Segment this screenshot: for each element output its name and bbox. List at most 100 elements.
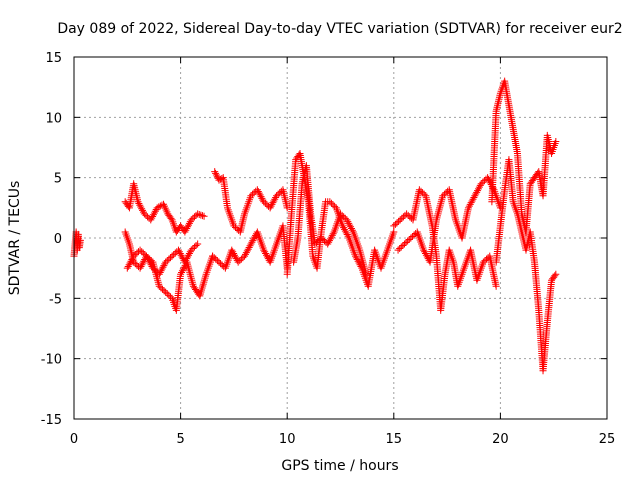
data-point [178,267,186,275]
data-point [314,237,322,245]
data-point [326,198,334,206]
x-tick-label: 25 [599,432,616,447]
data-point [262,250,270,258]
data-point [327,199,335,207]
data-point [410,231,418,239]
data-point [195,210,203,218]
data-point [140,210,148,218]
data-point [134,198,142,206]
data-point [143,254,151,262]
data-point [274,190,282,198]
data-point [165,291,173,299]
data-point [145,257,153,265]
data-point [176,250,184,258]
data-point [404,237,412,245]
data-point [197,211,205,219]
data-point [479,178,487,186]
data-point [236,257,244,265]
data-point [399,213,407,221]
data-point [470,193,478,201]
axis-ticks: 0 5 10 15 20 25 -15 -10 -5 0 5 10 15 [41,51,616,447]
data-point [146,259,154,267]
data-point [276,189,284,197]
data-point [228,246,236,254]
data-point [421,248,429,256]
data-point [192,242,200,250]
chart-title: Day 089 of 2022, Sidereal Day-to-day VTE… [57,21,622,37]
data-point [185,251,193,259]
data-point [166,254,174,262]
data-point [344,218,352,226]
data-point [142,252,150,260]
data-point [153,204,161,212]
data-point [182,226,190,234]
data-point [419,189,427,197]
data-point [329,230,337,238]
data-point [234,258,242,266]
data-point [251,233,259,241]
y-tick-label: -15 [41,413,62,428]
data-point [260,198,268,206]
x-tick-label: 10 [279,432,296,447]
data-point [390,228,398,236]
data-point [124,262,132,270]
data-point [354,257,362,265]
data-point [174,246,182,254]
data-point [163,290,171,298]
data-point [483,255,491,263]
data-point [420,246,428,254]
data-point [247,192,255,200]
data-point [127,257,135,265]
data-point [249,190,257,198]
data-point [200,212,208,220]
y-tick-label: 0 [54,232,62,247]
data-point [485,177,493,185]
data-point [241,250,249,258]
data-points [70,77,560,375]
data-point [242,249,250,257]
data-point [210,254,218,262]
data-point [257,193,265,201]
data-point [162,288,170,296]
data-point [181,228,189,236]
data-point [136,201,144,209]
data-point [135,200,143,208]
data-point [355,259,363,267]
x-tick-label: 15 [386,432,403,447]
data-point [177,251,185,259]
data-point [473,188,481,196]
data-point [159,263,167,271]
data-point [402,239,410,247]
data-point [422,251,430,259]
data-point [157,267,165,275]
data-point [464,204,472,212]
data-point [163,257,171,265]
data-point [267,202,275,210]
data-point [340,224,348,232]
data-point [185,219,193,227]
data-point [211,168,219,176]
data-point [346,221,354,229]
data-point [155,282,163,290]
data-point [148,214,156,222]
data-point [247,240,255,248]
data-point [215,258,223,266]
data-point [187,246,195,254]
data-point [481,257,489,265]
data-point [407,234,415,242]
data-point [217,260,225,268]
data-point [165,255,173,263]
data-point [212,169,220,177]
data-point [194,210,202,218]
data-point [229,248,237,256]
data-point [162,258,170,266]
data-point [250,235,258,243]
data-point [137,262,145,270]
data-point [125,261,133,269]
data-point [149,211,157,219]
data-point [348,226,356,234]
data-point [326,235,334,243]
data-point [269,199,277,207]
y-axis-label: SDTVAR / TECUs [7,181,23,296]
data-point [552,270,560,278]
